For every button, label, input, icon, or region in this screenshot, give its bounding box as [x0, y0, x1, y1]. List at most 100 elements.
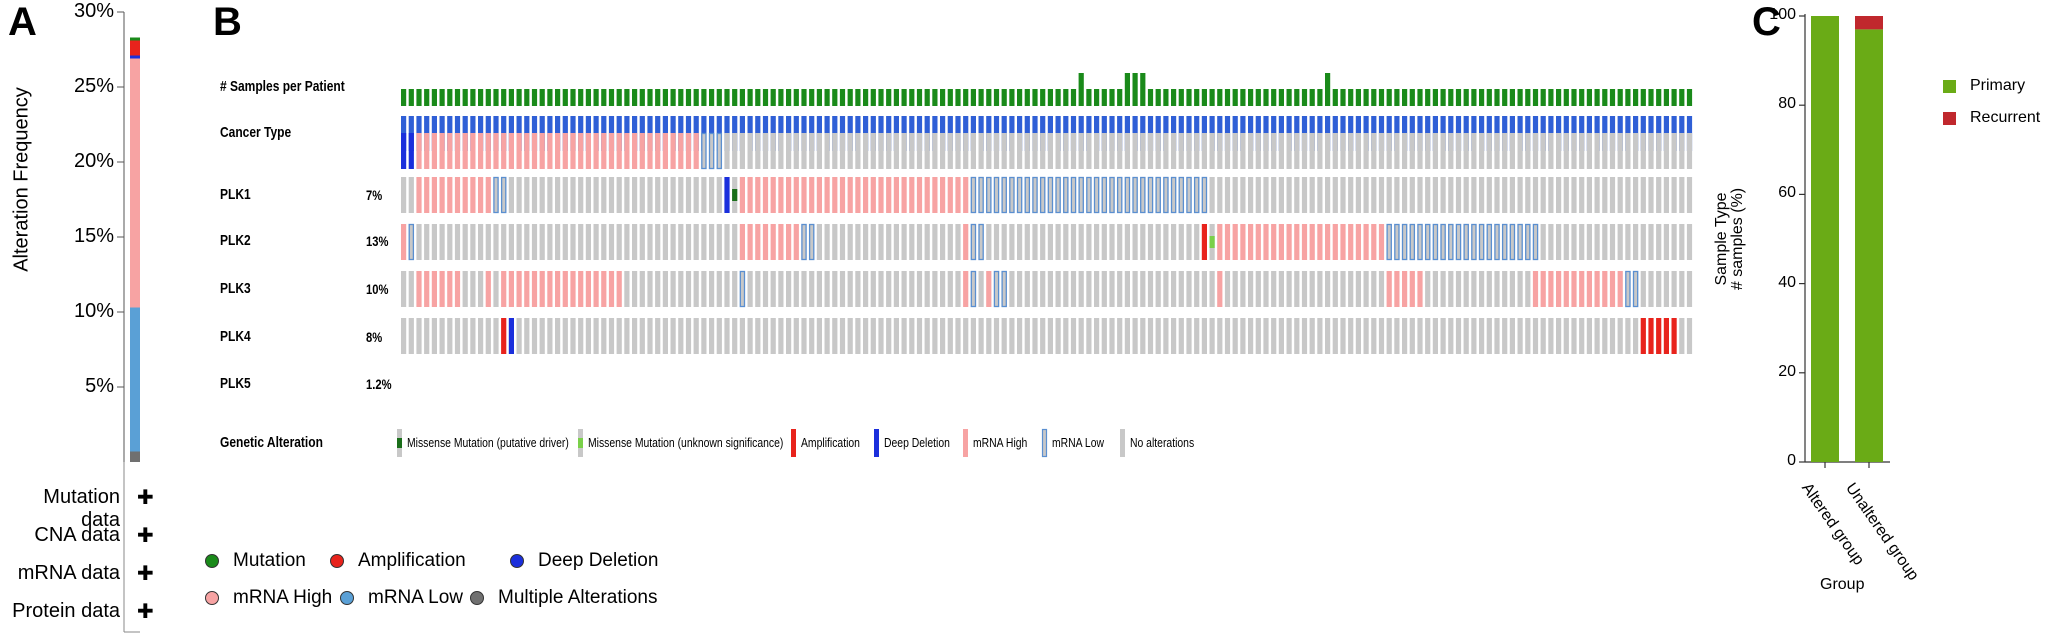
oncoprint-cell-no-alteration — [1332, 271, 1338, 307]
oncoprint-cell-no-alteration — [732, 133, 738, 169]
legend-dot-icon — [510, 553, 524, 568]
oncoprint-cell-mrna-high — [739, 224, 745, 260]
samples-per-patient-bar — [716, 89, 722, 106]
oncoprint-cell-mrna-high — [462, 177, 468, 213]
oncoprint-cell-no-alteration — [1178, 133, 1184, 169]
samples-per-patient-bar — [616, 89, 622, 106]
panel-c-legend-label: Primary — [1970, 77, 2026, 94]
oncoprint-cell-no-alteration — [970, 318, 976, 354]
oncoprint-cell-no-alteration — [478, 318, 484, 354]
oncoprint-cell-no-alteration — [855, 271, 861, 307]
gene-alteration-pct: 1.2% — [366, 376, 392, 392]
oncoprint-cell-amplification — [1656, 318, 1662, 354]
oncoprint-cell-no-alteration — [693, 271, 699, 307]
oncoprint-cell-no-alteration — [1186, 271, 1192, 307]
oncoprint-cell-no-alteration — [1417, 318, 1423, 354]
oncoprint-cell-no-alteration — [878, 224, 884, 260]
oncoprint-cell-no-alteration — [909, 318, 915, 354]
oncoprint-cell-no-alteration — [1432, 318, 1438, 354]
samples-per-patient-bar — [1117, 89, 1123, 106]
oncoprint-cell-mrna-high — [616, 133, 622, 169]
oncoprint-cell-no-alteration — [601, 318, 607, 354]
samples-per-patient-bar — [662, 89, 668, 106]
oncoprint-cell-mrna-high — [678, 133, 684, 169]
oncoprint-cell-no-alteration — [1355, 177, 1361, 213]
oncoprint-cell-mrna-high — [1217, 224, 1223, 260]
samples-per-patient-bar — [431, 89, 437, 106]
oncoprint-cell-no-alteration — [916, 271, 923, 307]
oncoprint-cell-no-alteration — [1425, 177, 1431, 213]
panel-a-ytick-label: 10% — [73, 300, 114, 322]
oncoprint-cell-no-alteration — [1586, 177, 1592, 213]
oncoprint-cell-no-alteration — [1263, 318, 1269, 354]
oncoprint-cell-no-alteration — [531, 224, 538, 260]
oncoprint-cell-no-alteration — [724, 271, 730, 307]
samples-per-patient-bar — [724, 89, 730, 106]
oncoprint-cell-no-alteration — [616, 318, 622, 354]
samples-per-patient-bar — [1047, 89, 1053, 106]
oncoprint-cell-no-alteration — [893, 133, 899, 169]
oncoprint-cell-no-alteration — [1094, 224, 1100, 260]
oncoprint-cell-no-alteration — [662, 271, 668, 307]
oncoprint-cell-no-alteration — [824, 271, 830, 307]
samples-per-patient-bar — [1186, 89, 1192, 106]
oncoprint-cell-mrna-low — [970, 176, 977, 214]
oncoprint-cell-no-alteration — [1155, 271, 1161, 307]
oncoprint-cell-no-alteration — [1394, 318, 1400, 354]
samples-per-patient-bar — [501, 89, 507, 106]
samples-per-patient-bar — [970, 89, 976, 106]
oncoprint-cell-no-alteration — [809, 318, 815, 354]
oncoprint-cell-no-alteration — [632, 271, 638, 307]
oncoprint-cell-no-alteration — [1625, 224, 1631, 260]
oncoprint-cell-no-alteration — [516, 318, 522, 354]
oncoprint-cell-no-alteration — [1055, 318, 1061, 354]
samples-per-patient-bar — [1348, 89, 1354, 106]
panel-a-bar-segment — [130, 55, 140, 59]
oncoprint-cell-no-alteration — [1409, 318, 1415, 354]
oncoprint-cell-no-alteration — [701, 271, 707, 307]
oncoprint-cell-no-alteration — [1355, 271, 1361, 307]
oncoprint-cell-no-alteration — [1194, 133, 1200, 169]
oncoprint-cell-no-alteration — [924, 271, 930, 307]
oncoprint-cell-no-alteration — [478, 271, 484, 307]
oncoprint-cell-no-alteration — [1040, 318, 1046, 354]
oncoprint-cell-no-alteration — [1625, 177, 1631, 213]
oncoprint-cell-no-alteration — [1679, 133, 1685, 169]
oncoprint-cell-no-alteration — [1024, 133, 1030, 169]
oncoprint-cell-no-alteration — [1686, 177, 1693, 213]
oncoprint-cell-no-alteration — [1455, 318, 1462, 354]
oncoprint-cell-no-alteration — [516, 177, 522, 213]
oncoprint-cell-no-alteration — [701, 177, 707, 213]
oncoprint-cell-no-alteration — [1656, 133, 1662, 169]
oncoprint-cell-mrna-low — [993, 270, 1000, 308]
oncoprint-cell-no-alteration — [1109, 133, 1115, 169]
samples-per-patient-bar — [1009, 89, 1015, 106]
oncoprint-cell-no-alteration — [778, 133, 784, 169]
oncoprint-cell-deep-deletion — [508, 318, 514, 354]
oncoprint-cell-no-alteration — [1556, 318, 1562, 354]
samples-per-patient-bar — [1317, 89, 1323, 106]
samples-per-patient-bar — [447, 89, 453, 106]
oncoprint-cell-mrna-high — [416, 271, 422, 307]
oncoprint-cell-no-alteration — [886, 133, 892, 169]
panel-a-legend-item: Amplification — [330, 550, 466, 572]
oncoprint-cell-amplification — [1663, 318, 1669, 354]
oncoprint-cell-no-alteration — [1525, 177, 1531, 213]
oncoprint-cell-no-alteration — [1217, 177, 1223, 213]
samples-per-patient-bar — [570, 89, 576, 106]
oncoprint-cell-no-alteration — [724, 133, 730, 169]
oncoprint-cell-no-alteration — [1579, 177, 1585, 213]
oncoprint-cell-no-alteration — [1140, 224, 1146, 260]
samples-per-patient-bar — [1255, 89, 1261, 106]
oncoprint-cell-mrna-high — [632, 133, 638, 169]
oncoprint-cell-no-alteration — [416, 224, 422, 260]
oncoprint-cell-no-alteration — [839, 271, 846, 307]
oncoprint-cell-no-alteration — [1402, 318, 1408, 354]
oncoprint-cell-no-alteration — [539, 224, 545, 260]
oncoprint-cell-no-alteration — [1325, 133, 1331, 169]
oncoprint-cell-no-alteration — [1409, 133, 1415, 169]
oncoprint-cell-no-alteration — [1070, 224, 1077, 260]
oncoprint-cell-no-alteration — [639, 271, 645, 307]
oncoprint-cell-no-alteration — [678, 177, 684, 213]
samples-per-patient-bar — [1540, 89, 1546, 106]
